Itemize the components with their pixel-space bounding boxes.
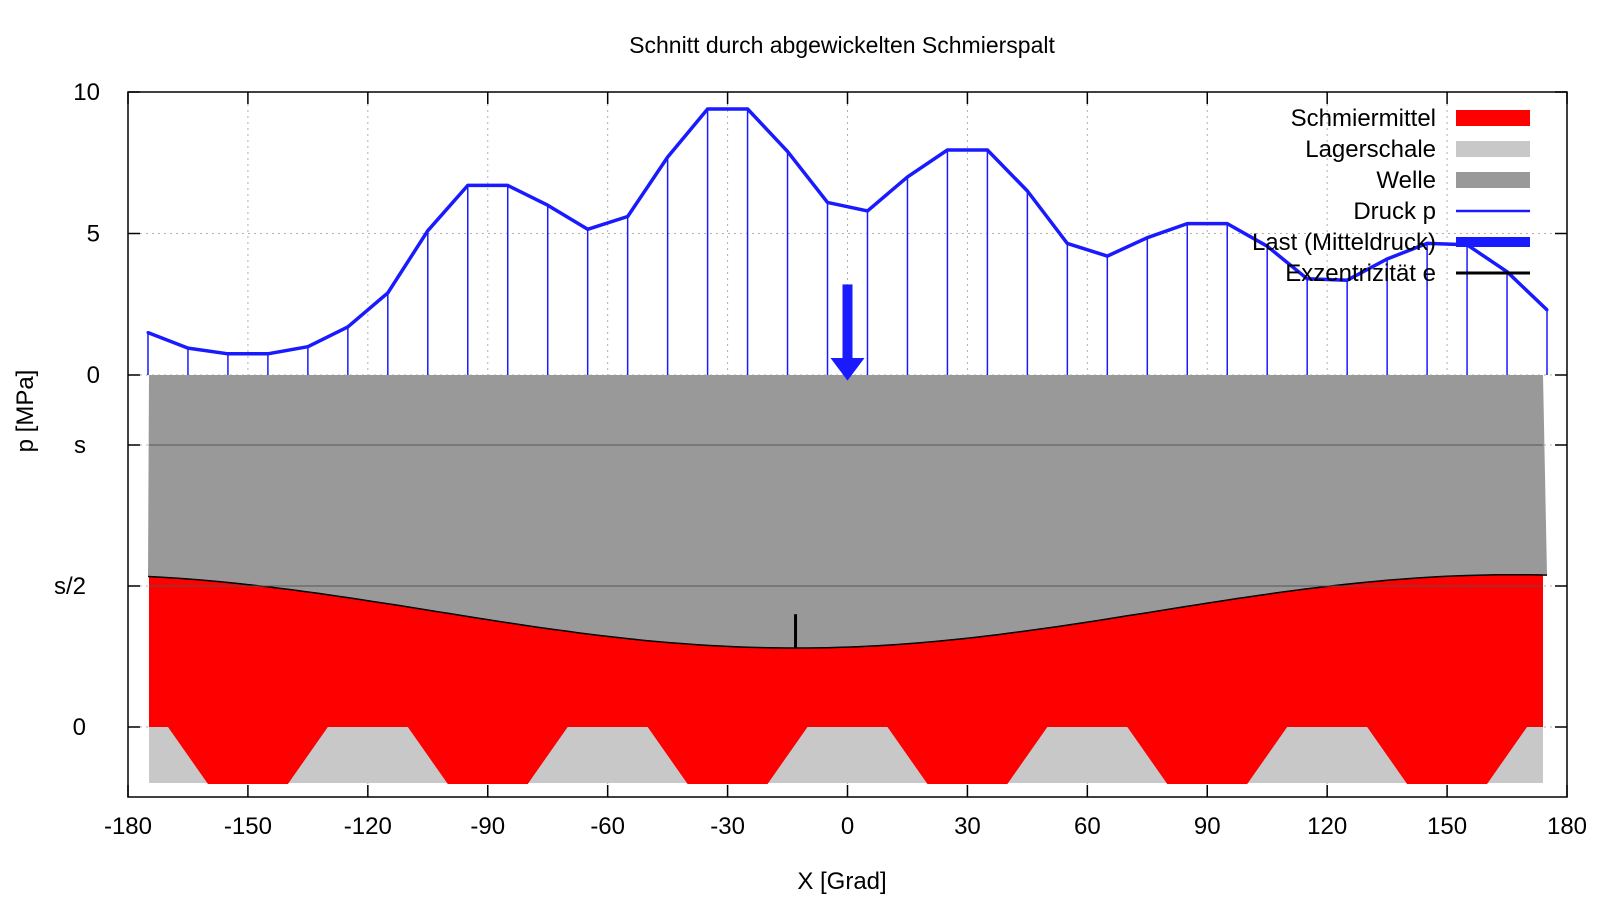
y-tick-label: 5 (87, 221, 100, 248)
pressure-point (1545, 308, 1549, 312)
pressure-point (1265, 244, 1269, 248)
pressure-point (346, 325, 350, 329)
y-tick-label: s/2 (54, 573, 86, 600)
pressure-point (905, 175, 909, 179)
shaft-area (147, 375, 1548, 649)
pressure-line (147, 107, 1549, 356)
pressure-point (706, 107, 710, 111)
pressure-point (746, 107, 750, 111)
pressure-point (1425, 241, 1429, 245)
pressure-point (865, 209, 869, 213)
bearing-pocket (167, 727, 328, 784)
shaft-swatch (1456, 172, 1530, 188)
legend-label: Welle (1376, 167, 1436, 194)
x-tick-label: -150 (224, 813, 272, 840)
pressure-point (506, 183, 510, 187)
pressure-point (626, 215, 630, 219)
y-tick-label: s (74, 432, 86, 459)
pressure-point (1105, 254, 1109, 258)
x-tick-label: 150 (1427, 813, 1467, 840)
x-tick-label: 0 (841, 813, 854, 840)
shaft-contour-line (147, 573, 1548, 649)
pressure-point (306, 345, 310, 349)
x-tick-label: -120 (344, 813, 392, 840)
y-tick-label: 0 (73, 714, 86, 741)
pressure-point (1145, 236, 1149, 240)
bearing-pocket (1127, 727, 1288, 784)
x-tick-label: 90 (1194, 813, 1221, 840)
x-tick-label: 180 (1547, 813, 1587, 840)
legend-label: Last (Mitteldruck) (1252, 229, 1436, 256)
pressure-point (426, 229, 430, 233)
pressure-point (386, 291, 390, 295)
x-axis-title: X [Grad] (797, 868, 886, 895)
pressure-point (226, 352, 230, 356)
bearing-shell-swatch (1456, 141, 1530, 157)
y-axis-title: p [MPa] (12, 370, 39, 453)
pressure-point (146, 331, 150, 335)
bearing-pocket (647, 727, 808, 784)
y-tick-label: 0 (87, 362, 100, 389)
y-tick-label: 10 (73, 79, 100, 106)
pressure-point (1385, 257, 1389, 261)
pressure-point (666, 155, 670, 159)
x-tick-label: 120 (1307, 813, 1347, 840)
legend: Schmiermittel Lagerschale Welle Druck p Last… (1252, 105, 1530, 287)
x-tick-label: -30 (710, 813, 745, 840)
x-tick-label: 30 (954, 813, 981, 840)
pressure-series (146, 107, 1549, 375)
legend-label: Exzentrizität e (1285, 260, 1436, 287)
x-tick-label: -90 (470, 813, 505, 840)
pressure-point (1065, 241, 1069, 245)
shaft-fill (148, 375, 1547, 648)
pressure-point (466, 183, 470, 187)
pressure-point (586, 227, 590, 231)
bearing-shell (149, 727, 1543, 784)
pressure-point (1305, 277, 1309, 281)
x-tick-label: 60 (1074, 813, 1101, 840)
pressure-point (826, 200, 830, 204)
bearing-pocket (407, 727, 568, 784)
pressure-point (1345, 278, 1349, 282)
bearing-pocket (887, 727, 1048, 784)
bearing-shell-band (149, 727, 1543, 783)
x-tick-label: -60 (590, 813, 625, 840)
load-arrow-head (830, 358, 865, 381)
legend-label: Lagerschale (1305, 136, 1436, 163)
chart-title: Schnitt durch abgewickelten Schmierspalt (629, 32, 1055, 58)
pressure-point (1185, 222, 1189, 226)
legend-label: Schmiermittel (1291, 105, 1436, 132)
pressure-point (786, 149, 790, 153)
pressure-point (1025, 189, 1029, 193)
pressure-point (266, 352, 270, 356)
pressure-point (945, 148, 949, 152)
pressure-point (186, 346, 190, 350)
markers (794, 284, 865, 649)
legend-label: Druck p (1353, 198, 1436, 225)
axes: -180 -150 -120 -90 -60 -30 0 30 60 90 120 150 180 10 5… (54, 79, 1587, 840)
load-arrow-shaft (842, 284, 853, 359)
x-tick-label: -180 (104, 813, 152, 840)
lubricant-swatch (1456, 110, 1530, 126)
pressure-point (546, 203, 550, 207)
pressure-point (1225, 222, 1229, 226)
pressure-point (985, 148, 989, 152)
bearing-pocket (1367, 727, 1528, 784)
